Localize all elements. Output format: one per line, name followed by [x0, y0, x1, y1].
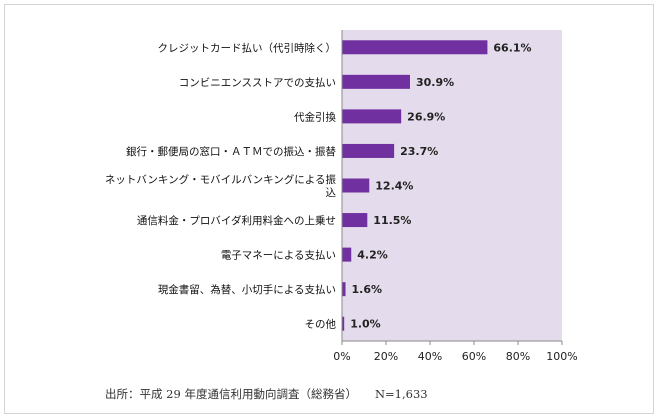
- category-label: ネットバンキング・モバイルバンキングによる振込: [105, 173, 337, 199]
- bar: [342, 282, 346, 297]
- x-tick-label: 0%: [333, 350, 350, 363]
- sample-size: N=1,633: [374, 387, 428, 401]
- x-tick-label: 20%: [374, 350, 398, 363]
- value-label: 26.9%: [407, 110, 445, 123]
- bar: [342, 316, 345, 331]
- category-label: 現金書留、為替、小切手による支払い: [158, 283, 336, 296]
- x-tick-label: 80%: [506, 350, 530, 363]
- x-tick-label: 40%: [418, 350, 442, 363]
- source-text: 出所：平成 29 年度通信利用動向調査（総務省）: [105, 387, 357, 401]
- source-note: 出所：平成 29 年度通信利用動向調査（総務省） N=1,633: [105, 386, 428, 402]
- category-label: コンビニエンスストアでの支払い: [179, 76, 336, 89]
- value-label: 23.7%: [400, 145, 438, 158]
- bar: [342, 178, 370, 193]
- category-label: その他: [305, 318, 337, 331]
- value-label: 66.1%: [493, 41, 531, 54]
- value-label: 11.5%: [373, 214, 411, 227]
- category-label: 電子マネーによる支払い: [221, 249, 336, 262]
- payment-methods-bar-chart: 66.1% クレジットカード払い（代引時除く） 30.9% コンビニエンスストアでの支…: [105, 30, 578, 363]
- bar: [342, 143, 395, 158]
- value-label: 4.2%: [357, 249, 388, 262]
- x-tick-label: 100%: [546, 350, 577, 363]
- category-label: 銀行・郵便局の窓口・ＡＴＭでの振込・振替: [126, 145, 336, 158]
- category-label: 通信料金・プロバイダ利用料金への上乗せ: [137, 214, 336, 227]
- bar: [342, 247, 352, 262]
- bar: [342, 74, 410, 89]
- category-label: クレジットカード払い（代引時除く）: [158, 41, 337, 54]
- value-label: 30.9%: [416, 76, 454, 89]
- category-label: 代金引換: [294, 110, 336, 123]
- value-label: 1.6%: [352, 283, 383, 296]
- bar: [342, 109, 402, 124]
- x-tick-label: 60%: [462, 350, 486, 363]
- value-label: 12.4%: [375, 180, 413, 193]
- bar: [342, 40, 488, 55]
- chart-frame: 66.1% クレジットカード払い（代引時除く） 30.9% コンビニエンスストアでの支…: [4, 4, 654, 414]
- value-label: 1.0%: [350, 318, 381, 331]
- bar: [342, 213, 368, 228]
